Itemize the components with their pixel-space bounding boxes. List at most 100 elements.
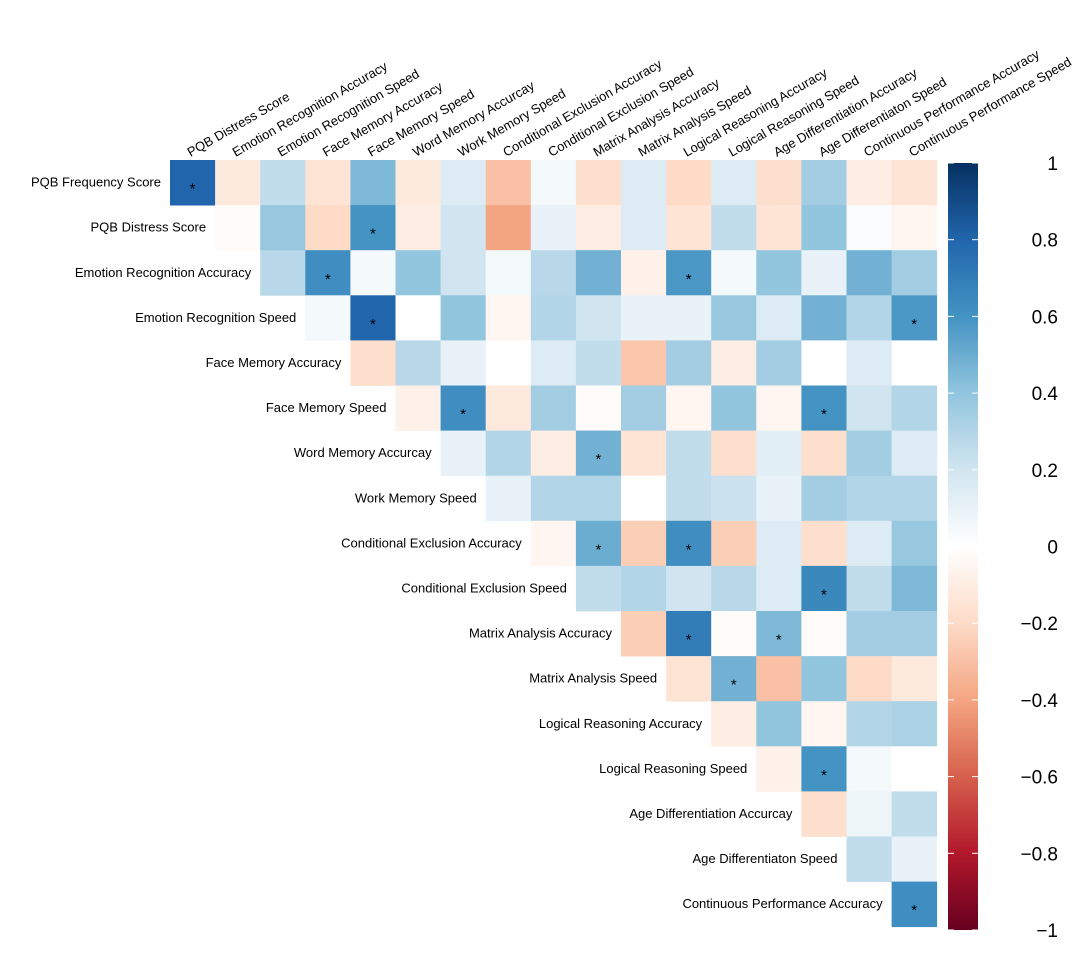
heatmap-cell bbox=[711, 475, 757, 522]
heatmap-cell bbox=[575, 520, 622, 567]
heatmap-cell bbox=[215, 205, 261, 251]
heatmap-cell bbox=[305, 160, 351, 206]
heatmap-cell bbox=[801, 430, 847, 477]
heatmap-cell bbox=[891, 430, 938, 477]
heatmap-cell bbox=[846, 295, 892, 341]
heatmap-cell bbox=[756, 160, 802, 206]
colorbar-tick-label: −0.8 bbox=[1020, 844, 1058, 865]
heatmap-cell bbox=[621, 385, 667, 431]
heatmap-cell bbox=[575, 385, 622, 431]
heatmap-cell bbox=[666, 565, 712, 612]
heatmap-cell bbox=[801, 520, 847, 567]
heatmap-cell bbox=[575, 475, 622, 522]
heatmap-cell bbox=[350, 250, 396, 296]
heatmap-cell bbox=[756, 746, 802, 792]
significance-star: * bbox=[731, 677, 737, 694]
heatmap-cell bbox=[666, 611, 712, 657]
heatmap-cell bbox=[756, 430, 802, 477]
heatmap-cell bbox=[891, 611, 938, 657]
heatmap-cell bbox=[305, 250, 351, 296]
heatmap-cell bbox=[711, 565, 757, 612]
row-label: Logical Reasoning Speed bbox=[599, 761, 747, 776]
heatmap-cell bbox=[891, 701, 938, 747]
heatmap-cell bbox=[575, 430, 622, 477]
colorbar-tick-label: 0 bbox=[1047, 538, 1058, 559]
significance-star: * bbox=[325, 271, 331, 288]
heatmap-cell bbox=[575, 160, 622, 206]
heatmap-cell bbox=[395, 160, 441, 206]
heatmap-cell bbox=[801, 701, 847, 747]
heatmap-cell bbox=[260, 160, 306, 206]
heatmap-cell bbox=[395, 385, 441, 431]
significance-star: * bbox=[596, 451, 602, 468]
significance-star: * bbox=[190, 181, 196, 198]
colorbar-tick-label: 0.6 bbox=[1032, 307, 1058, 328]
heatmap-cell bbox=[485, 205, 532, 251]
heatmap-cell bbox=[666, 430, 712, 477]
heatmap-cell bbox=[846, 205, 892, 251]
heatmap-cell bbox=[621, 295, 667, 341]
heatmap-cell bbox=[891, 881, 938, 928]
colorbar-tick-label: 1 bbox=[1047, 154, 1058, 175]
heatmap-cell bbox=[530, 385, 577, 431]
heatmap-cell bbox=[666, 295, 712, 341]
heatmap-cell bbox=[846, 746, 892, 792]
heatmap-cell bbox=[891, 385, 938, 431]
heatmap-cell bbox=[530, 340, 577, 386]
heatmap-cell bbox=[711, 385, 757, 431]
colorbar-tick-label: −0.2 bbox=[1020, 614, 1058, 635]
heatmap-cell bbox=[170, 160, 216, 206]
heatmap-cell bbox=[621, 250, 667, 296]
heatmap-cell bbox=[711, 160, 757, 206]
heatmap-cell bbox=[350, 205, 396, 251]
row-label: Face Memory Accuracy bbox=[206, 355, 342, 370]
row-label: Face Memory Speed bbox=[266, 400, 387, 415]
heatmap-cell bbox=[666, 520, 712, 567]
heatmap-cell bbox=[801, 340, 847, 386]
heatmap-cell bbox=[801, 205, 847, 251]
heatmap-cell bbox=[260, 205, 306, 251]
heatmap-cell bbox=[711, 340, 757, 386]
heatmap-cell bbox=[756, 295, 802, 341]
heatmap-cell bbox=[801, 385, 847, 431]
heatmap-cell bbox=[891, 791, 938, 837]
heatmap-cell bbox=[801, 295, 847, 341]
heatmap-cell bbox=[305, 205, 351, 251]
heatmap-cell bbox=[711, 430, 757, 477]
row-label: Logical Reasoning Accuracy bbox=[539, 716, 703, 731]
row-label: PQB Distress Score bbox=[91, 220, 207, 235]
heatmap-cell bbox=[621, 611, 667, 657]
heatmap-cell bbox=[846, 340, 892, 386]
heatmap-cell bbox=[666, 385, 712, 431]
heatmap-cell bbox=[666, 340, 712, 386]
heatmap-cell bbox=[711, 205, 757, 251]
heatmap-cell bbox=[846, 791, 892, 837]
heatmap-cell bbox=[440, 340, 487, 386]
heatmap-cell bbox=[846, 160, 892, 206]
heatmap-cell bbox=[440, 205, 487, 251]
significance-star: * bbox=[370, 316, 376, 333]
heatmap-cell bbox=[756, 475, 802, 522]
heatmap-cell bbox=[485, 295, 532, 341]
significance-star: * bbox=[686, 541, 692, 558]
row-label: Conditional Exclusion Accuracy bbox=[341, 535, 522, 550]
heatmap-cell bbox=[621, 520, 667, 567]
row-label: Continuous Performance Accuracy bbox=[682, 896, 883, 911]
heatmap-cell bbox=[621, 340, 667, 386]
heatmap-cell bbox=[350, 340, 396, 386]
heatmap-cell bbox=[846, 836, 892, 882]
heatmap-cell bbox=[260, 250, 306, 296]
colorbar-tick-label: −0.4 bbox=[1020, 691, 1058, 712]
heatmap-cell bbox=[621, 205, 667, 251]
heatmap-cell bbox=[666, 475, 712, 522]
heatmap-cell bbox=[530, 475, 577, 522]
heatmap-cell bbox=[485, 250, 532, 296]
heatmap-cell bbox=[756, 611, 802, 657]
heatmap-cell bbox=[395, 205, 441, 251]
row-label: Emotion Recognition Speed bbox=[135, 310, 296, 325]
heatmap-cell bbox=[350, 160, 396, 206]
colorbar-tick-label: −0.6 bbox=[1020, 768, 1058, 789]
heatmap-cell bbox=[666, 160, 712, 206]
